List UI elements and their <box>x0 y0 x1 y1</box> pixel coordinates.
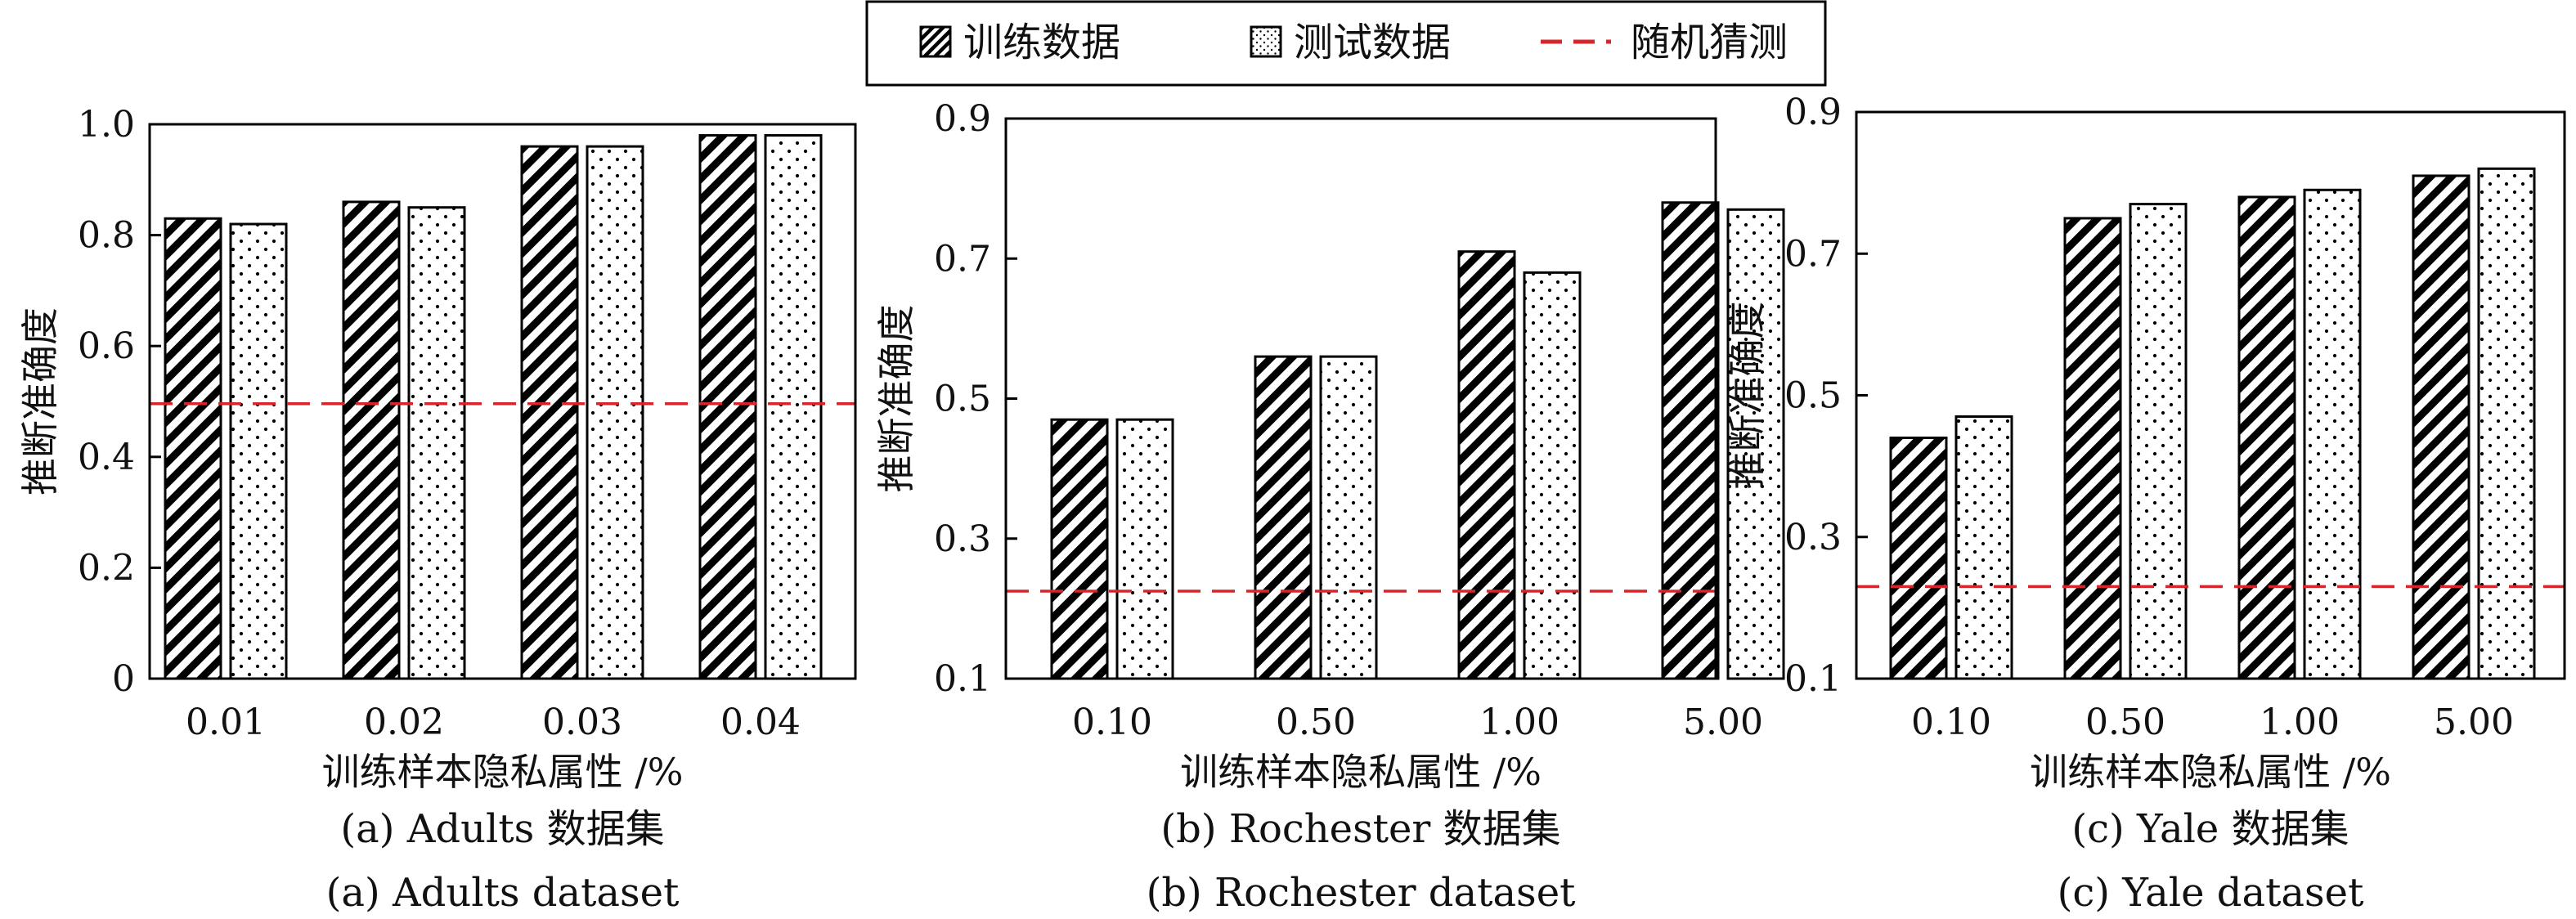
bar-train <box>2412 174 2471 680</box>
x-tick-label: 0.04 <box>720 702 801 743</box>
panel-rochester: 0.10 0.50 1.00 5.00 0.1 0.3 0.5 0.7 0.9 推断准确度训练样本… <box>874 98 1785 916</box>
bar-test <box>229 222 288 680</box>
y-tick-label: 0.8 <box>78 215 135 257</box>
x-tick-label: 5.00 <box>2434 702 2514 743</box>
bar-test <box>407 206 466 680</box>
bar-train <box>2063 217 2122 680</box>
x-axis-label: 训练样本隐私属性 /% <box>2030 750 2391 794</box>
panel-adults: 0.01 0.02 0.03 0.04 0 0.2 0.4 0.6 0.8 1.0 推断准确度训练样… <box>18 104 857 916</box>
bar-train <box>1254 355 1313 680</box>
legend-box <box>865 0 1827 87</box>
caption-cn: (b) Rochester 数据集 <box>1160 806 1560 852</box>
legend-train-swatch <box>919 25 952 58</box>
caption-en: (c) Yale dataset <box>2058 870 2364 916</box>
x-tick-label: 0.50 <box>2085 702 2165 743</box>
y-tick-label: 0.1 <box>934 658 991 700</box>
y-tick-label: 0.4 <box>78 437 135 478</box>
x-tick-label: 0.03 <box>542 702 622 743</box>
caption-cn: (c) Yale 数据集 <box>2071 806 2349 852</box>
legend-test-swatch <box>1250 25 1282 58</box>
x-tick-label: 0.10 <box>1072 702 1152 743</box>
bar-train <box>1889 436 1948 680</box>
bar-test <box>764 134 823 680</box>
x-tick-label: 0.10 <box>1911 702 1991 743</box>
x-tick-label: 0.50 <box>1276 702 1356 743</box>
panel-yale: 0.10 0.50 1.00 5.00 0.1 0.3 0.5 0.7 0.9 推断准确度训练样本… <box>1725 92 2566 916</box>
legend-random-label: 随机猜测 <box>1631 20 1788 65</box>
bar-train <box>164 217 222 680</box>
x-tick-label: 1.00 <box>1479 702 1560 743</box>
y-tick-label: 0.5 <box>934 379 991 420</box>
y-axis-label: 推断准确度 <box>18 307 62 495</box>
bar-test <box>586 145 644 680</box>
bar-train <box>1457 250 1516 680</box>
x-axis-label: 训练样本隐私属性 /% <box>1180 750 1542 794</box>
y-tick-label: 0.2 <box>78 547 135 589</box>
bar-test <box>2129 203 2188 680</box>
y-tick-label: 0.1 <box>1784 658 1842 700</box>
y-tick-label: 0.5 <box>1784 375 1842 417</box>
y-tick-label: 0.7 <box>934 238 991 280</box>
legend: 训练数据 测试数据 随机猜测 <box>865 0 1827 87</box>
bar-test <box>1115 418 1174 680</box>
bar-test <box>2477 167 2536 680</box>
y-axis-label: 推断准确度 <box>874 305 918 493</box>
y-tick-label: 0.7 <box>1784 233 1842 275</box>
bar-test <box>2303 188 2362 680</box>
x-tick-label: 0.01 <box>186 702 266 743</box>
bar-train <box>1050 418 1109 680</box>
x-tick-label: 0.02 <box>364 702 444 743</box>
caption-en: (a) Adults dataset <box>326 870 680 916</box>
plot-frame <box>148 123 857 680</box>
legend-train-label: 训练数据 <box>963 20 1120 65</box>
bar-train <box>1661 201 1720 680</box>
bar-test <box>1319 355 1378 680</box>
caption-cn: (a) Adults 数据集 <box>340 806 664 852</box>
bar-train <box>698 134 757 680</box>
y-axis-label: 推断准确度 <box>1725 302 1769 490</box>
y-tick-label: 0.3 <box>934 518 991 560</box>
bar-test <box>1523 271 1582 680</box>
y-tick-label: 0.3 <box>1784 517 1842 558</box>
y-tick-label: 0.6 <box>78 325 135 367</box>
y-tick-label: 0.9 <box>1784 92 1842 133</box>
x-axis-label: 训练样本隐私属性 /% <box>322 750 684 794</box>
y-tick-label: 0 <box>112 658 135 700</box>
x-tick-label: 1.00 <box>2260 702 2340 743</box>
y-tick-label: 1.0 <box>78 104 135 146</box>
y-tick-label: 0.9 <box>934 98 991 140</box>
x-tick-label: 5.00 <box>1683 702 1763 743</box>
caption-en: (b) Rochester dataset <box>1147 870 1576 916</box>
bar-test <box>1954 415 2013 680</box>
bar-train <box>342 200 401 680</box>
bar-test <box>1726 208 1785 680</box>
bar-train <box>520 145 579 680</box>
legend-test-label: 测试数据 <box>1294 20 1451 65</box>
bar-train <box>2237 195 2296 680</box>
